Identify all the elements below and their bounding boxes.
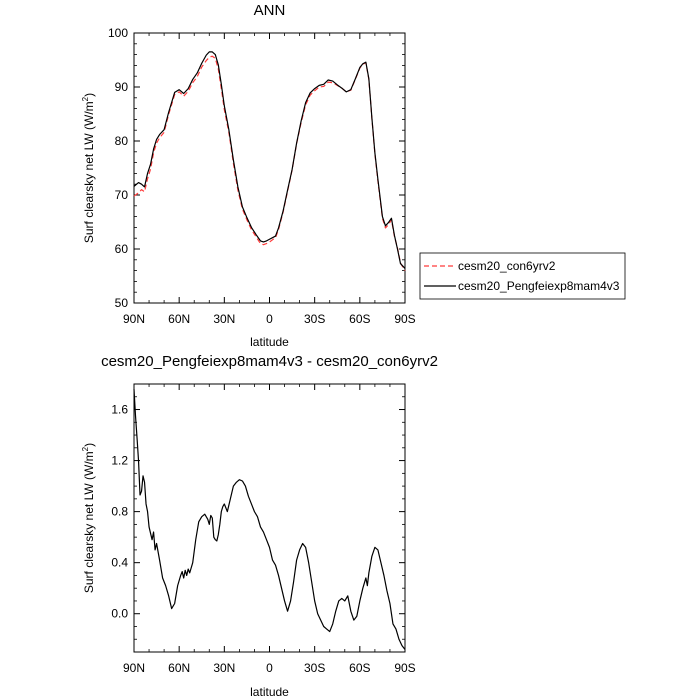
legend-entry-experiment: cesm20_Pengfeiexp8mam4v3 [458, 279, 620, 293]
top-x-tick-label: 90N [123, 312, 145, 326]
bottom-chart-title: cesm20_Pengfeiexp8mam4v3 - cesm20_con6yr… [101, 353, 438, 370]
bottom-y-tick-label: 0.0 [111, 607, 128, 621]
legend-entry-control: cesm20_con6yrv2 [458, 259, 556, 273]
top-y-tick-label: 60 [115, 242, 129, 256]
top-x-tick-label: 0 [266, 312, 273, 326]
top-x-tick-label: 30S [304, 312, 325, 326]
top-y-tick-label: 90 [115, 80, 129, 94]
bottom-tick-marks [133, 383, 406, 652]
top-x-tick-labels: 90N 60N 30N 0 30S 60S 90S [123, 312, 416, 326]
bottom-x-tick-label: 30S [304, 661, 325, 675]
top-y-axis-label: Surf clearsky net LW (W/m2) [81, 93, 96, 243]
top-y-tick-labels: 50 60 70 80 90 100 [108, 26, 128, 310]
top-y-tick-label: 70 [115, 188, 129, 202]
top-x-axis-label: latitude [250, 335, 289, 349]
bottom-x-tick-labels: 90N 60N 30N 0 30S 60S 90S [123, 661, 416, 675]
top-panel: ANN 90N 60N 30N 0 30S 60S 90S 50 60 70 80 90 100 la… [81, 2, 416, 349]
top-x-tick-label: 60N [168, 312, 190, 326]
top-series-lines [133, 51, 406, 271]
bottom-series-lines [133, 389, 406, 650]
top-y-tick-label: 80 [115, 134, 129, 148]
top-series-line-cesm20_con6yrv2 [133, 55, 406, 271]
top-x-tick-label: 30N [213, 312, 235, 326]
top-plot-frame [133, 32, 406, 304]
bottom-y-tick-label: 0.8 [111, 505, 128, 519]
bottom-x-tick-label: 60S [349, 661, 370, 675]
legend: cesm20_con6yrv2 cesm20_Pengfeiexp8mam4v3 [419, 252, 626, 300]
bottom-panel: cesm20_Pengfeiexp8mam4v3 - cesm20_con6yr… [81, 353, 438, 699]
top-y-tick-label: 50 [115, 296, 129, 310]
bottom-y-axis-label: Surf clearsky net LW (W/m2) [81, 443, 96, 593]
top-x-tick-label: 90S [394, 312, 415, 326]
bottom-series-line-difference [133, 389, 406, 650]
bottom-y-tick-labels: 0.0 0.4 0.8 1.2 1.6 [111, 403, 128, 621]
legend-box [419, 252, 626, 300]
bottom-x-tick-label: 60N [168, 661, 190, 675]
top-chart-title: ANN [254, 2, 286, 19]
bottom-x-tick-label: 30N [213, 661, 235, 675]
bottom-plot-frame [133, 383, 406, 653]
top-y-tick-label: 100 [108, 26, 128, 40]
bottom-y-tick-label: 1.2 [111, 454, 128, 468]
bottom-y-tick-label: 0.4 [111, 556, 128, 570]
bottom-y-tick-label: 1.6 [111, 403, 128, 417]
top-x-tick-label: 60S [349, 312, 370, 326]
bottom-x-tick-label: 90S [394, 661, 415, 675]
top-series-line-cesm20_Pengfeiexp8mam4v3 [133, 51, 406, 269]
top-tick-marks [133, 32, 406, 304]
bottom-x-axis-label: latitude [250, 685, 289, 699]
bottom-x-tick-label: 90N [123, 661, 145, 675]
bottom-x-tick-label: 0 [266, 661, 273, 675]
